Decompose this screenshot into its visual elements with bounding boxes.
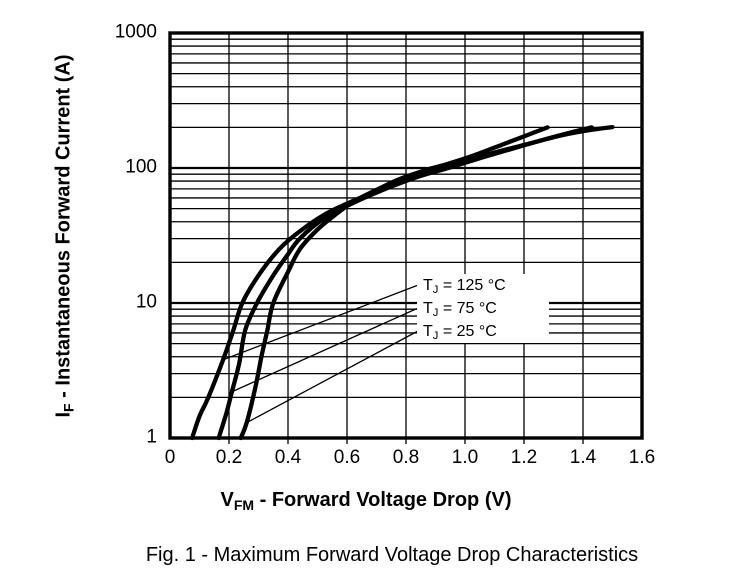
x-tick-label-0.2: 0.2 xyxy=(215,447,243,468)
legend-item-1: TJ = 125 °C xyxy=(417,274,549,297)
legend-label-part: J xyxy=(432,307,439,320)
legend-leader-line xyxy=(222,284,418,361)
x-tick-label-1.4: 1.4 xyxy=(569,447,597,468)
legend-leader-line xyxy=(231,307,418,393)
figure-caption: Fig. 1 - Maximum Forward Voltage Drop Ch… xyxy=(145,544,639,566)
legend-label-part: T xyxy=(423,277,433,294)
legend-label-part: = 125 °C xyxy=(438,277,506,294)
y-axis-title: IF - Instantaneous Forward Current (A) xyxy=(52,54,77,418)
y-axis-title-text: - Instantaneous Forward Current (A) xyxy=(52,54,75,404)
legend-item-3: TJ = 25 °C xyxy=(417,320,549,343)
y-tick-label-1000: 1000 xyxy=(114,21,157,43)
legend: TJ = 125 °C TJ = 75 °C TJ = 25 °C xyxy=(417,274,549,343)
y-axis-symbol-subscript: F xyxy=(60,403,77,412)
x-tick-label-0.8: 0.8 xyxy=(392,447,420,468)
x-axis-symbol: V xyxy=(220,489,234,511)
plot-frame xyxy=(168,31,644,440)
y-tick-label-100: 100 xyxy=(125,156,157,178)
legend-label-part: T xyxy=(423,300,433,317)
legend-leader-line xyxy=(246,330,418,424)
legend-label-part: J xyxy=(432,330,439,343)
x-tick-label-1.2: 1.2 xyxy=(510,447,538,468)
y-axis-symbol: I xyxy=(52,411,75,418)
legend-label-part: = 25 °C xyxy=(438,323,497,340)
x-axis-symbol-subscript: FM xyxy=(233,496,255,513)
legend-label-part: J xyxy=(432,284,439,297)
x-tick-label-0: 0 xyxy=(164,447,176,468)
x-axis-title-text: - Forward Voltage Drop (V) xyxy=(254,489,512,511)
x-tick-label-1.6: 1.6 xyxy=(628,447,656,468)
y-tick-label-1: 1 xyxy=(146,426,157,448)
x-tick-label-0.4: 0.4 xyxy=(274,447,302,468)
x-tick-label-0.6: 0.6 xyxy=(333,447,361,468)
legend-item-2: TJ = 75 °C xyxy=(417,297,549,320)
x-axis-title: VFM - Forward Voltage Drop (V) xyxy=(220,489,512,513)
y-tick-label-10: 10 xyxy=(135,291,157,313)
x-tick-label-1.0: 1.0 xyxy=(451,447,479,468)
curve-75c xyxy=(216,125,594,441)
legend-label-part: T xyxy=(423,323,433,340)
curve-25c xyxy=(238,125,550,441)
legend-label-part: = 75 °C xyxy=(438,300,497,317)
